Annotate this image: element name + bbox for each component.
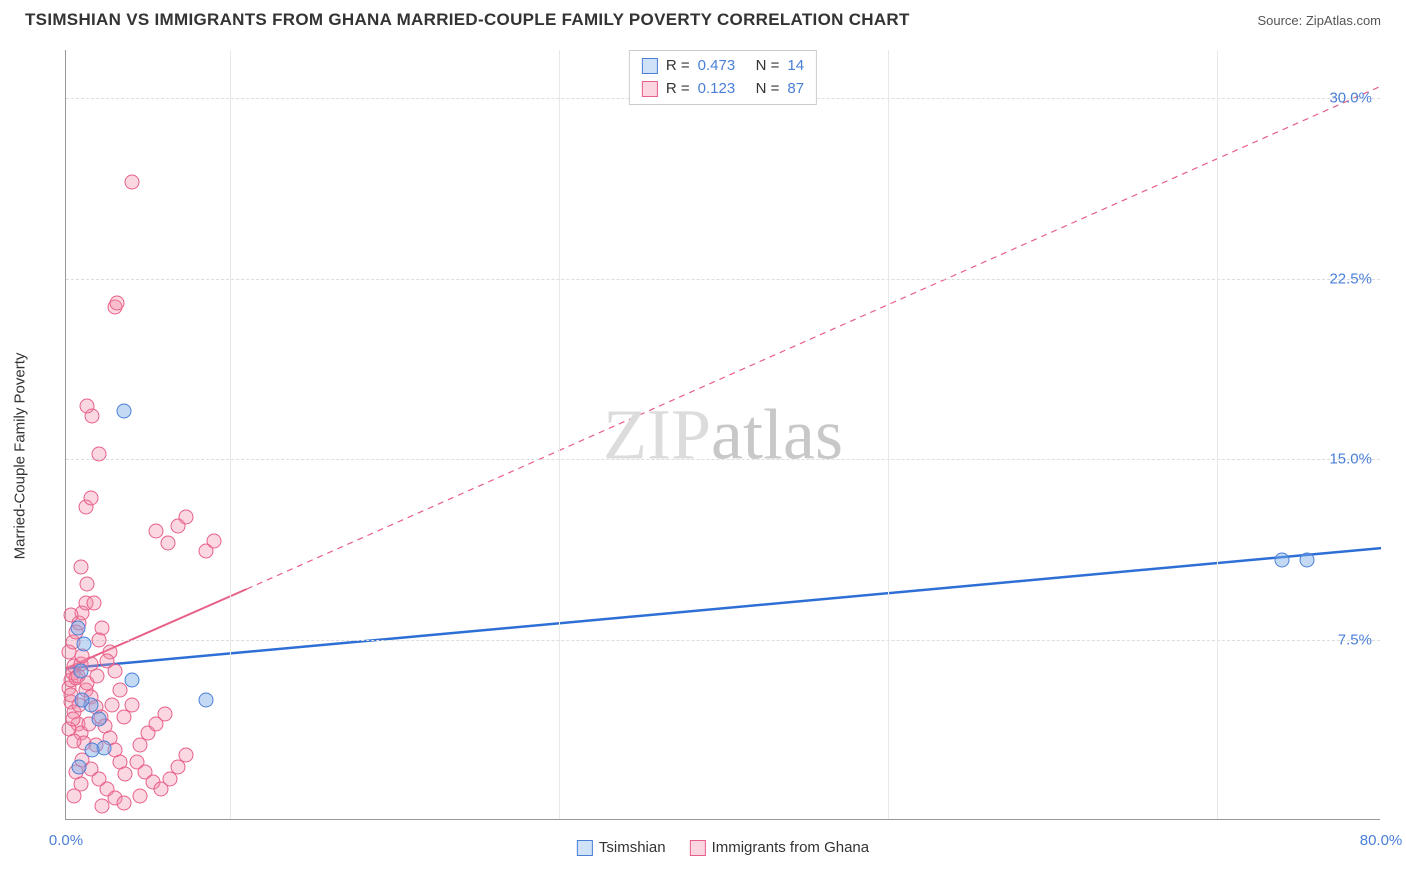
legend-r-value: 0.123 <box>698 78 748 101</box>
chart-title: TSIMSHIAN VS IMMIGRANTS FROM GHANA MARRI… <box>25 10 910 30</box>
legend-bottom: Tsimshian Immigrants from Ghana <box>577 839 869 856</box>
legend-series-label: Immigrants from Ghana <box>712 839 870 856</box>
data-point <box>91 711 106 726</box>
data-point <box>73 776 88 791</box>
y-tick-label: 7.5% <box>1338 631 1372 648</box>
y-tick-label: 15.0% <box>1329 451 1372 468</box>
gridline-h <box>66 459 1380 460</box>
data-point <box>65 711 80 726</box>
data-point <box>124 175 139 190</box>
gridline-h <box>66 640 1380 641</box>
legend-swatch <box>642 81 658 97</box>
trend-lines <box>66 50 1380 819</box>
gridline-v <box>1217 50 1218 819</box>
legend-swatch <box>690 840 706 856</box>
data-point <box>73 560 88 575</box>
data-point <box>109 295 124 310</box>
gridline-h <box>66 279 1380 280</box>
legend-n-label: N = <box>756 55 780 78</box>
legend-top-row: R = 0.473 N = 14 <box>642 55 804 78</box>
y-axis-label: Married-Couple Family Poverty <box>12 353 29 560</box>
gridline-v <box>888 50 889 819</box>
data-point <box>73 663 88 678</box>
source-label: Source: ZipAtlas.com <box>1257 13 1381 28</box>
chart-container: Married-Couple Family Poverty ZIPatlas R… <box>25 40 1381 872</box>
data-point <box>198 692 213 707</box>
data-point <box>83 490 98 505</box>
legend-top-row: R = 0.123 N = 87 <box>642 78 804 101</box>
data-point <box>160 536 175 551</box>
legend-swatch <box>577 840 593 856</box>
y-tick-label: 30.0% <box>1329 90 1372 107</box>
data-point <box>116 796 131 811</box>
data-point <box>91 447 106 462</box>
data-point <box>91 632 106 647</box>
data-point <box>178 748 193 763</box>
legend-series-label: Tsimshian <box>599 839 666 856</box>
legend-n-value: 14 <box>787 55 804 78</box>
watermark: ZIPatlas <box>603 393 843 476</box>
watermark-part1: ZIP <box>603 394 711 474</box>
data-point <box>157 707 172 722</box>
data-point <box>118 767 133 782</box>
data-point <box>85 743 100 758</box>
gridline-v <box>559 50 560 819</box>
legend-n-value: 87 <box>787 78 804 101</box>
legend-r-label: R = <box>666 55 690 78</box>
data-point <box>90 668 105 683</box>
data-point <box>116 403 131 418</box>
data-point <box>206 533 221 548</box>
legend-bottom-item: Tsimshian <box>577 839 666 856</box>
data-point <box>80 577 95 592</box>
legend-r-value: 0.473 <box>698 55 748 78</box>
data-point <box>124 673 139 688</box>
data-point <box>77 637 92 652</box>
data-point <box>124 697 139 712</box>
x-tick-label: 0.0% <box>49 832 83 849</box>
data-point <box>1300 553 1315 568</box>
data-point <box>100 654 115 669</box>
watermark-part2: atlas <box>711 394 843 474</box>
x-tick-label: 80.0% <box>1360 832 1403 849</box>
data-point <box>95 798 110 813</box>
y-tick-label: 22.5% <box>1329 270 1372 287</box>
data-point <box>132 788 147 803</box>
data-point <box>1275 553 1290 568</box>
data-point <box>72 760 87 775</box>
legend-n-label: N = <box>756 78 780 101</box>
legend-top: R = 0.473 N = 14 R = 0.123 N = 87 <box>629 50 817 105</box>
legend-r-label: R = <box>666 78 690 101</box>
data-point <box>86 596 101 611</box>
data-point <box>178 509 193 524</box>
data-point <box>105 697 120 712</box>
legend-bottom-item: Immigrants from Ghana <box>690 839 870 856</box>
data-point <box>80 399 95 414</box>
data-point <box>75 692 90 707</box>
legend-swatch <box>642 58 658 74</box>
plot-area: ZIPatlas R =0.473N =14R =0.123N =87 Tsim… <box>65 50 1380 820</box>
data-point <box>70 620 85 635</box>
data-point <box>149 524 164 539</box>
gridline-v <box>230 50 231 819</box>
